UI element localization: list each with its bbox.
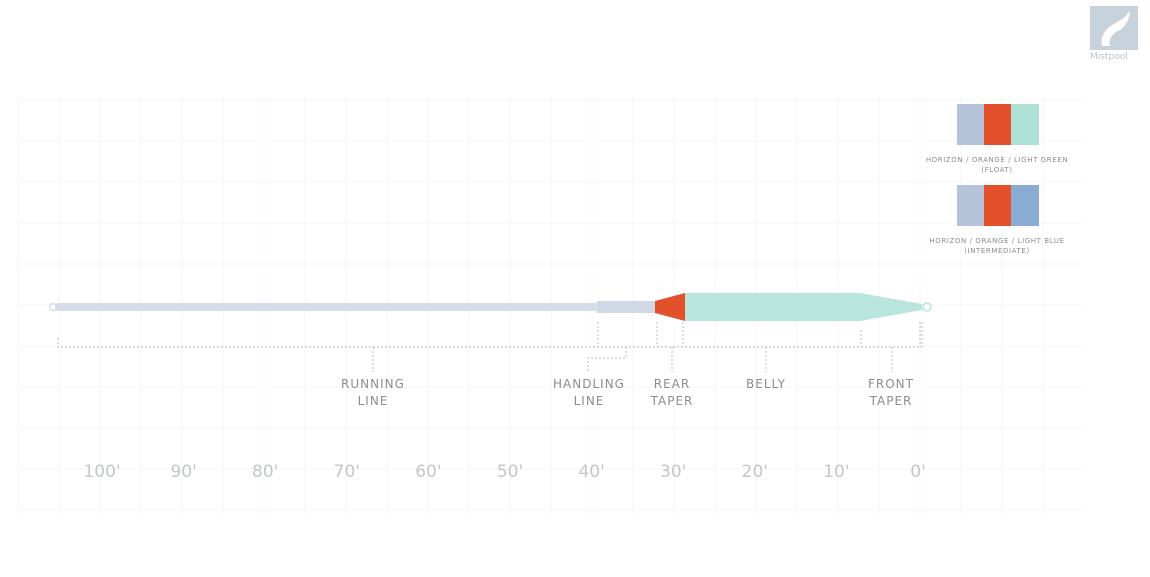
scale-tick-label: 90'	[170, 462, 197, 482]
mistpool-logo	[1090, 6, 1138, 50]
swatch-label-text: HORIZON / ORANGE / LIGHT GREEN	[925, 156, 1069, 164]
scale-tick-label: 30'	[660, 462, 687, 482]
label-belly: BELLY	[746, 377, 786, 391]
swatch-horizon	[957, 185, 985, 226]
handling-line	[597, 301, 657, 313]
swatch-orange	[984, 104, 1012, 145]
logo-text: Mistpool	[1090, 52, 1128, 62]
scale-tick-label: 100'	[83, 462, 121, 482]
scale-tick-label: 40'	[578, 462, 605, 482]
section-guides	[57, 322, 923, 372]
front-taper	[860, 293, 922, 321]
swatch-label-text: HORIZON / ORANGE / LIGHT BLUE	[929, 237, 1065, 245]
label-running-line: RUNNING LINE	[341, 377, 405, 408]
scale-tick-label: 80'	[252, 462, 279, 482]
label-rear-taper: REAR TAPER	[650, 377, 694, 408]
swatch-light-green	[1011, 104, 1039, 145]
running-line	[55, 303, 600, 311]
scale-tick-label: 10'	[823, 462, 850, 482]
swatch-horizon	[957, 104, 985, 145]
scale-tick-label: 70'	[333, 462, 360, 482]
label-front-taper: FRONT TAPER	[868, 377, 914, 408]
belly	[685, 293, 861, 321]
label-handling-line: HANDLING LINE	[553, 377, 625, 408]
swatch-sublabel: (FLOAT)	[981, 166, 1013, 174]
fly-line	[48, 293, 932, 321]
scale-tick-label: 0'	[910, 462, 926, 482]
swatch-sublabel: (INTERMEDIATE)	[964, 247, 1030, 255]
rear-taper	[655, 293, 685, 321]
swatch-label: HORIZON / ORANGE / LIGHT GREEN (FLOAT)	[897, 155, 1097, 175]
swatch-label: HORIZON / ORANGE / LIGHT BLUE (INTERMEDI…	[897, 236, 1097, 256]
scale-tick-label: 60'	[415, 462, 442, 482]
scale-tick-label: 50'	[496, 462, 524, 482]
swatch-orange	[984, 185, 1012, 226]
rear-loop	[48, 302, 58, 312]
scale-tick-label: 20'	[741, 462, 768, 482]
front-loop	[922, 302, 932, 312]
swatch-light-blue	[1011, 185, 1039, 226]
